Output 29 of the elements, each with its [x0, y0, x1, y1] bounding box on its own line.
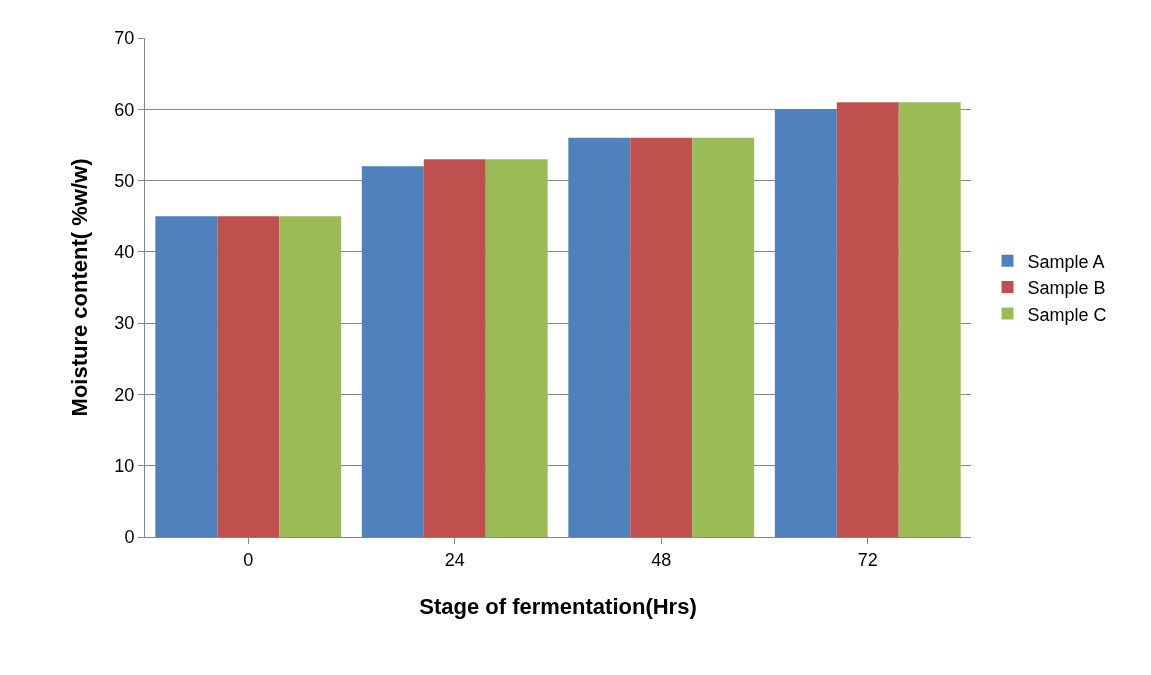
bar: [155, 216, 218, 537]
bar: [774, 109, 837, 537]
legend-label: Sample B: [1027, 278, 1106, 299]
bar: [630, 137, 693, 537]
x-tick-label: 72: [857, 549, 878, 570]
x-tick-label: 48: [651, 549, 672, 570]
y-tick-label: 70: [114, 28, 135, 49]
y-tick-label: 40: [114, 242, 135, 263]
legend-label: Sample A: [1027, 251, 1105, 272]
bar: [898, 102, 961, 537]
bar: [217, 216, 280, 537]
bar: [279, 216, 342, 537]
y-tick-label: 10: [114, 456, 135, 477]
bar: [568, 137, 631, 537]
x-tick-label: 0: [243, 549, 254, 570]
bar: [485, 159, 548, 537]
bar: [361, 166, 424, 537]
bar: [423, 159, 486, 537]
x-tick-label: 24: [444, 549, 465, 570]
x-axis-title: Stage of fermentation(Hrs): [419, 594, 697, 620]
bar: [836, 102, 899, 537]
bar: [692, 137, 755, 537]
y-tick-label: 60: [114, 99, 135, 120]
y-tick-label: 20: [114, 384, 135, 405]
y-tick-label: 50: [114, 170, 135, 191]
y-tick-label: 30: [114, 313, 135, 334]
legend-label: Sample C: [1027, 304, 1107, 325]
y-axis-title: Moisture content( %w/w): [67, 158, 93, 417]
y-tick-label: 0: [124, 527, 135, 548]
